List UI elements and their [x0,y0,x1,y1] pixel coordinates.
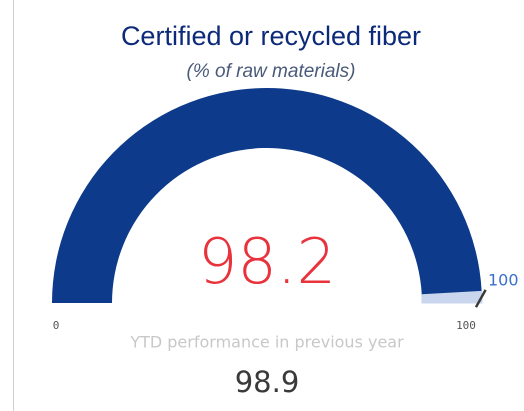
target-label: 100 [488,271,519,290]
comparison-label: YTD performance in previous year [129,333,404,352]
chart-title: Certified or recycled fiber [121,21,421,51]
comparison-value: 98.9 [235,365,300,399]
gauge-fill [52,88,482,303]
max-label: 100 [456,319,476,332]
chart-subtitle: (% of raw materials) [187,61,356,82]
target-line [474,289,487,308]
min-label: 0 [53,319,60,332]
gauge-value: 98.2 [198,225,336,298]
